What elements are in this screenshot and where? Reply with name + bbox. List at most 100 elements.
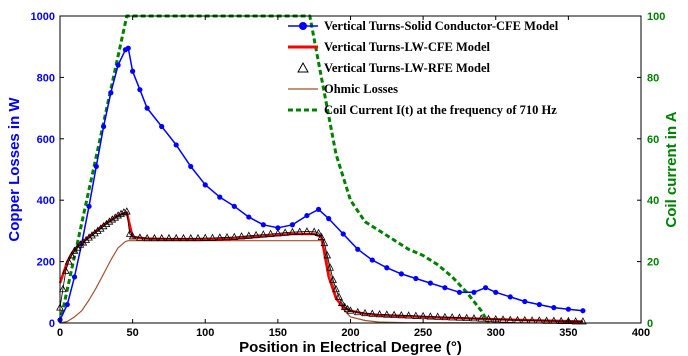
data-point xyxy=(93,163,99,170)
data-point xyxy=(482,285,489,291)
data-point xyxy=(303,227,311,235)
data-point xyxy=(61,266,70,274)
data-point xyxy=(289,222,295,228)
data-point xyxy=(99,221,108,230)
data-point xyxy=(188,163,194,170)
data-point xyxy=(266,229,275,237)
x-tick-label: 400 xyxy=(632,327,650,339)
y-right-axis-title: Coil current in A xyxy=(663,111,680,227)
y-right-tick-label: 40 xyxy=(647,195,659,207)
data-point xyxy=(340,231,346,237)
data-point xyxy=(130,68,136,74)
data-point xyxy=(427,280,433,286)
legend-label: Coil Current I(t) at the frequency of 71… xyxy=(324,103,557,117)
data-point xyxy=(493,289,499,295)
data-point xyxy=(71,274,78,280)
data-point xyxy=(117,209,125,217)
legend-item: Vertical Turns-Solid Conductor-CFE Model xyxy=(288,19,559,33)
data-point xyxy=(310,227,319,235)
data-point xyxy=(201,233,210,241)
x-axis-title: Position in Electrical Degree (°) xyxy=(239,339,462,356)
data-point xyxy=(125,45,131,51)
data-point xyxy=(165,233,173,242)
data-point xyxy=(522,298,528,305)
data-point xyxy=(506,315,515,323)
data-point xyxy=(384,265,390,271)
y-right-tick-label: 80 xyxy=(647,72,659,84)
data-point xyxy=(88,231,96,239)
legend-label: Vertical Turns-LW-RFE Model xyxy=(324,61,491,75)
data-point xyxy=(571,317,580,325)
data-point xyxy=(557,316,565,325)
data-point xyxy=(179,233,188,242)
data-point xyxy=(361,308,369,317)
data-point xyxy=(499,315,507,323)
data-point xyxy=(462,313,471,321)
data-point xyxy=(67,251,76,259)
data-point xyxy=(215,233,224,241)
data-point xyxy=(194,233,202,242)
data-point xyxy=(259,230,268,238)
data-point xyxy=(281,228,290,236)
data-point xyxy=(295,227,304,235)
data-point xyxy=(340,302,349,310)
data-point xyxy=(111,213,120,221)
data-point xyxy=(411,311,420,319)
y-right-tick-label: 20 xyxy=(647,257,659,269)
data-point xyxy=(355,246,361,252)
data-point xyxy=(433,312,442,320)
data-point xyxy=(382,310,391,318)
data-point xyxy=(137,87,143,93)
data-point xyxy=(275,225,281,231)
data-point xyxy=(390,310,398,318)
data-point xyxy=(100,123,107,130)
data-point xyxy=(579,317,587,325)
legend-item: Vertical Turns-LW-RFE Model xyxy=(297,61,491,75)
data-point xyxy=(79,238,88,246)
data-point xyxy=(186,233,195,242)
data-point xyxy=(320,238,329,247)
data-point xyxy=(59,284,67,293)
data-point xyxy=(426,312,435,320)
data-point xyxy=(114,211,122,219)
series-line xyxy=(59,211,583,322)
data-point xyxy=(413,275,419,282)
data-point xyxy=(105,217,114,225)
data-point xyxy=(564,316,573,325)
data-point xyxy=(260,222,266,228)
y-left-tick-label: 800 xyxy=(37,72,55,84)
legend-item: Vertical Turns-LW-CFE Model xyxy=(288,40,491,54)
data-point xyxy=(314,228,323,236)
data-point xyxy=(244,231,253,239)
data-point xyxy=(159,123,165,130)
data-point xyxy=(288,227,297,236)
data-point xyxy=(551,305,557,311)
data-point xyxy=(332,284,340,293)
x-tick-label: 0 xyxy=(57,327,63,339)
x-tick-label: 250 xyxy=(414,327,432,339)
data-point xyxy=(252,230,260,239)
data-point xyxy=(375,310,384,318)
data-point xyxy=(335,292,343,300)
data-point xyxy=(456,289,463,295)
data-point xyxy=(64,301,70,308)
data-point xyxy=(144,105,150,111)
y-left-tick-label: 0 xyxy=(49,318,55,330)
data-point xyxy=(477,314,486,322)
data-point xyxy=(442,285,448,291)
data-point xyxy=(368,309,377,317)
y-left-tick-label: 400 xyxy=(37,195,55,207)
data-point xyxy=(455,313,464,321)
y-right-tick-label: 0 xyxy=(647,318,653,330)
data-point xyxy=(122,207,131,215)
y-left-tick-label: 600 xyxy=(37,134,55,146)
data-point xyxy=(223,232,231,241)
data-point xyxy=(507,294,513,300)
data-point xyxy=(326,263,335,271)
y-left-tick-label: 200 xyxy=(37,257,55,269)
data-point xyxy=(173,142,179,148)
data-point xyxy=(96,224,105,232)
legend-label: Vertical Turns-Solid Conductor-CFE Model xyxy=(324,19,559,33)
data-point xyxy=(157,233,166,242)
